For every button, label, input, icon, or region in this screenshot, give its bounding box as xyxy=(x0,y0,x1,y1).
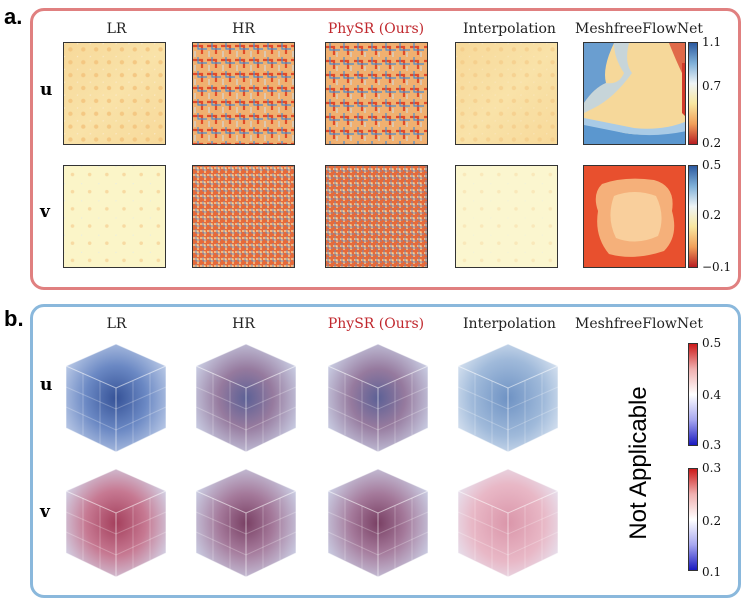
panel-a-row-v: v xyxy=(40,202,50,222)
a-colorbar-u-max: 1.1 xyxy=(702,35,722,49)
a-colorbar-u-min: 0.2 xyxy=(702,136,722,150)
panel-b-col-lr: LR xyxy=(106,316,127,332)
b-colorbar-u xyxy=(688,343,698,446)
panel-a-box xyxy=(30,8,741,290)
b-u-lr-cube xyxy=(65,343,167,453)
a-u-interp-image xyxy=(455,42,558,145)
b-v-interp-cube xyxy=(457,468,559,578)
panel-a-col-interp: Interpolation xyxy=(463,21,556,37)
not-applicable-text: Not Applicable xyxy=(625,386,652,540)
panel-b-row-u: u xyxy=(40,375,53,395)
panel-b-box xyxy=(30,304,741,598)
a-colorbar-v-max: 0.5 xyxy=(702,158,722,172)
a-colorbar-v xyxy=(688,165,698,268)
b-u-hr-cube xyxy=(195,343,297,453)
b-v-hr-cube xyxy=(195,468,297,578)
b-colorbar-u-min: 0.3 xyxy=(702,438,722,452)
a-v-interp-image xyxy=(455,165,558,268)
b-colorbar-v xyxy=(688,468,698,571)
a-colorbar-u xyxy=(688,42,698,145)
b-colorbar-u-mid: 0.4 xyxy=(702,388,722,402)
panel-b-col-hr: HR xyxy=(232,316,255,332)
a-v-physr-image xyxy=(325,165,428,268)
a-colorbar-v-mid: 0.2 xyxy=(702,208,722,222)
b-colorbar-v-max: 0.3 xyxy=(702,461,722,475)
panel-a-col-meshfree: MeshfreeFlowNet xyxy=(575,21,704,37)
a-u-hr-image xyxy=(192,42,295,145)
b-colorbar-v-min: 0.1 xyxy=(702,565,722,579)
panel-b-row-v: v xyxy=(40,502,50,522)
b-u-physr-cube xyxy=(327,343,429,453)
a-v-lr-image xyxy=(63,165,166,268)
a-v-meshfree-image xyxy=(583,165,686,268)
a-colorbar-v-min: −0.1 xyxy=(702,260,732,274)
panel-b-col-meshfree: MeshfreeFlowNet xyxy=(575,316,704,332)
a-u-physr-image xyxy=(325,42,428,145)
a-u-meshfree-image xyxy=(583,42,686,145)
panel-a-col-lr: LR xyxy=(106,21,127,37)
panel-b-col-physr: PhySR (Ours) xyxy=(327,316,425,332)
panel-a-label: a. xyxy=(4,4,23,29)
b-v-physr-cube xyxy=(327,468,429,578)
panel-a-col-hr: HR xyxy=(232,21,255,37)
a-colorbar-u-mid: 0.7 xyxy=(702,79,722,93)
panel-a-row-u: u xyxy=(40,80,53,100)
b-v-lr-cube xyxy=(65,468,167,578)
a-v-hr-image xyxy=(192,165,295,268)
panel-a-col-physr: PhySR (Ours) xyxy=(327,21,425,37)
panel-b-label: b. xyxy=(4,306,24,331)
a-u-lr-image xyxy=(63,42,166,145)
panel-b-col-interp: Interpolation xyxy=(463,316,556,332)
b-u-interp-cube xyxy=(457,343,559,453)
b-colorbar-v-mid: 0.2 xyxy=(702,514,722,528)
b-colorbar-u-max: 0.5 xyxy=(702,336,722,350)
